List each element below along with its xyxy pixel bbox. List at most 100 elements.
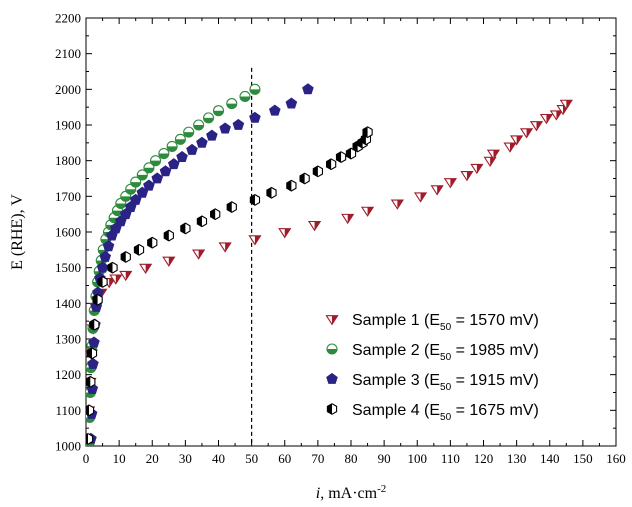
x-axis-label: i, mA·cm-2 — [316, 483, 387, 502]
data-point — [196, 136, 208, 148]
data-point — [249, 111, 261, 123]
data-point — [143, 179, 155, 191]
data-point — [109, 274, 123, 285]
data-point — [147, 236, 158, 249]
x-tick-label: 110 — [441, 451, 460, 466]
data-point — [510, 135, 524, 146]
data-point — [193, 119, 205, 131]
legend-marker — [326, 343, 338, 355]
legend-item-sample-3: Sample 3 (E50 = 1915 mV) — [326, 372, 539, 393]
x-tick-label: 60 — [278, 451, 291, 466]
data-point — [143, 162, 155, 174]
plot-area — [86, 67, 573, 446]
data-point — [232, 118, 245, 130]
data-point — [486, 149, 501, 160]
data-point — [119, 270, 133, 282]
data-point — [266, 186, 277, 199]
data-point — [86, 432, 94, 445]
x-tick-label: 130 — [507, 451, 527, 466]
data-point — [203, 112, 215, 124]
y-tick-label: 1300 — [55, 332, 81, 347]
x-tick-label: 40 — [212, 451, 225, 466]
legend-label: Sample 4 (E50 = 1675 mV) — [352, 402, 539, 423]
x-tick-label: 0 — [83, 451, 90, 466]
data-point — [166, 140, 178, 152]
data-point — [360, 133, 372, 146]
x-tick-label: 30 — [179, 451, 192, 466]
series-sample-3 — [86, 83, 314, 444]
data-point — [133, 243, 145, 256]
data-point — [206, 129, 218, 141]
series-sample-1 — [86, 99, 573, 446]
data-point — [163, 229, 174, 242]
y-tick-label: 1600 — [55, 225, 81, 240]
data-point — [390, 199, 404, 210]
data-point — [183, 126, 195, 138]
data-point — [192, 249, 206, 260]
data-point — [130, 176, 142, 188]
data-point — [97, 275, 108, 288]
data-point — [302, 83, 314, 95]
data-point — [226, 201, 237, 213]
data-point — [335, 151, 347, 164]
data-point — [120, 251, 131, 263]
data-point — [96, 261, 109, 273]
data-point — [430, 185, 444, 196]
x-tick-label: 160 — [606, 451, 626, 466]
y-tick-label: 1400 — [55, 296, 81, 311]
legend-item-sample-2: Sample 2 (E50 = 1985 mV) — [326, 342, 539, 363]
data-point — [210, 208, 221, 221]
x-tick-label: 50 — [245, 451, 258, 466]
data-point — [150, 155, 162, 167]
x-tick-label: 10 — [113, 451, 126, 466]
data-point — [362, 126, 373, 139]
data-point — [136, 169, 148, 181]
data-point — [151, 172, 164, 184]
x-tick-label: 20 — [146, 451, 159, 466]
data-point — [226, 98, 238, 110]
axes: 0 10 20 30 40 50 60 70 80 90 100 110 120 130 140 150 160… — [55, 11, 626, 467]
data-point — [483, 156, 497, 168]
data-point — [539, 113, 554, 125]
series-sample-4 — [86, 126, 373, 445]
data-point — [559, 99, 573, 110]
data-point — [312, 165, 324, 178]
data-point — [299, 172, 310, 185]
data-point — [352, 140, 363, 153]
data-point — [285, 97, 298, 109]
data-point — [460, 171, 474, 182]
data-point — [159, 165, 172, 177]
y-tick-label: 1500 — [55, 260, 81, 275]
data-point — [176, 151, 188, 163]
x-tick-label: 90 — [378, 451, 391, 466]
data-point — [86, 404, 95, 417]
data-point — [278, 228, 292, 239]
data-point — [307, 220, 322, 232]
legend: Sample 1 (E50 = 1570 mV) Sample 2 (E50 = … — [325, 312, 539, 423]
data-point — [549, 110, 563, 121]
data-point — [219, 122, 231, 134]
y-tick-label: 1100 — [55, 403, 81, 418]
legend-marker — [326, 403, 338, 415]
data-point — [286, 179, 297, 192]
y-tick-label: 2200 — [55, 11, 81, 26]
data-point — [99, 250, 112, 262]
data-point — [196, 215, 208, 228]
data-point — [186, 143, 198, 155]
legend-label: Sample 2 (E50 = 1985 mV) — [352, 342, 539, 363]
x-tick-label: 80 — [345, 451, 358, 466]
data-point — [89, 318, 100, 331]
data-point — [87, 357, 99, 369]
data-point — [249, 193, 261, 206]
data-point — [92, 293, 103, 306]
legend-item-sample-4: Sample 4 (E50 = 1675 mV) — [326, 402, 539, 423]
x-tick-label: 70 — [311, 451, 324, 466]
data-point — [503, 142, 517, 153]
y-tick-label: 1000 — [55, 439, 81, 454]
data-point — [102, 240, 115, 252]
legend-marker — [326, 372, 338, 384]
data-point — [443, 178, 457, 189]
y-tick-label: 1700 — [55, 189, 81, 204]
data-point — [269, 104, 281, 116]
